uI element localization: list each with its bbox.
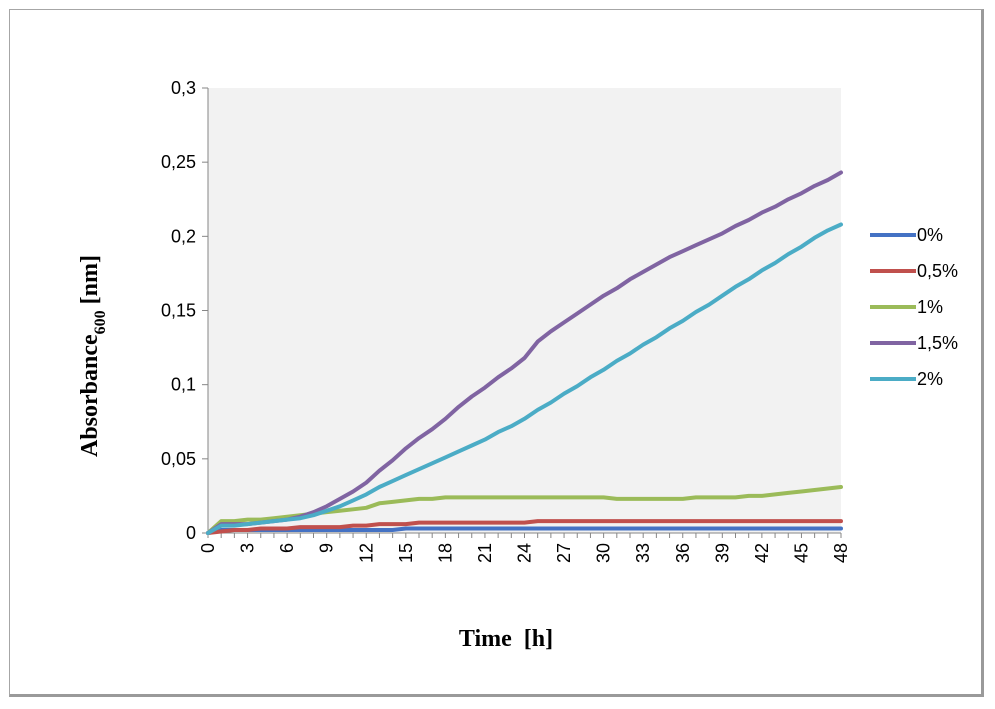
y-tick-label: 0,3 [171,78,196,98]
x-tick-label: 33 [633,543,653,563]
y-axis-title-main: Absorbance [77,334,103,457]
x-tick-label: 12 [356,543,376,563]
x-tick-label: 6 [277,543,297,553]
y-axis-title: Absorbance600 [nm] [77,255,109,457]
x-tick-label: 0 [198,543,218,553]
series-line-3 [206,170,843,535]
x-tick-label: 15 [396,543,416,563]
legend-label: 1,5% [917,333,958,353]
y-tick-label: 0,2 [171,226,196,246]
y-axis-ticks: 0 0,05 0,1 0,15 0,2 0,25 0,3 [161,78,208,543]
series-line-0 [206,526,843,535]
line-chart: 00,050,10,150,20,250,3 0 3 6 9 12 15 18 21 24 27 3… [77,78,958,652]
x-axis-title: Time [h] [459,626,553,652]
y-tick-label: 0,25 [161,152,196,172]
y-tick-label: 0,15 [161,301,196,321]
x-tick-label: 45 [791,543,811,563]
legend-label: 0,5% [917,261,958,281]
x-tick-label: 36 [673,543,693,563]
x-tick-label: 48 [831,543,851,563]
legend-label: 2% [917,369,943,389]
x-tick-label: 42 [752,543,772,563]
x-tick-label: 18 [435,543,455,563]
y-tick-label: 0 [186,523,196,543]
series-line-1 [206,519,843,535]
x-tick-label: 3 [238,543,258,553]
x-axis-ticks: 0 3 6 9 12 15 18 21 24 27 30 33 36 39 42 45 48 [198,533,851,563]
x-tick-label: 24 [515,543,535,563]
chart-frame: 0 0,05 0,1 0,15 0,2 0,25 0,3 0 3 6 9 12 15 18 21 24 27 3… [9,9,984,697]
series-lines [206,170,843,535]
legend-label: 1% [917,297,943,317]
x-tick-label: 21 [475,543,495,563]
legend-label: 0% [917,225,943,245]
x-tick-label: 39 [712,543,732,563]
legend: 0% 0,5% 1% 1,5% 2% [870,225,958,389]
y-tick-label: 0,1 [171,375,196,395]
y-tick-label: 0,05 [161,449,196,469]
plot-area-background [208,88,841,533]
series-line-4 [206,222,843,535]
y-axis-title-unit: [nm] [77,255,103,310]
x-tick-label: 30 [594,543,614,563]
x-tick-label: 27 [554,543,574,563]
y-axis-title-subscript: 600 [92,310,109,334]
x-tick-label: 9 [317,543,337,553]
